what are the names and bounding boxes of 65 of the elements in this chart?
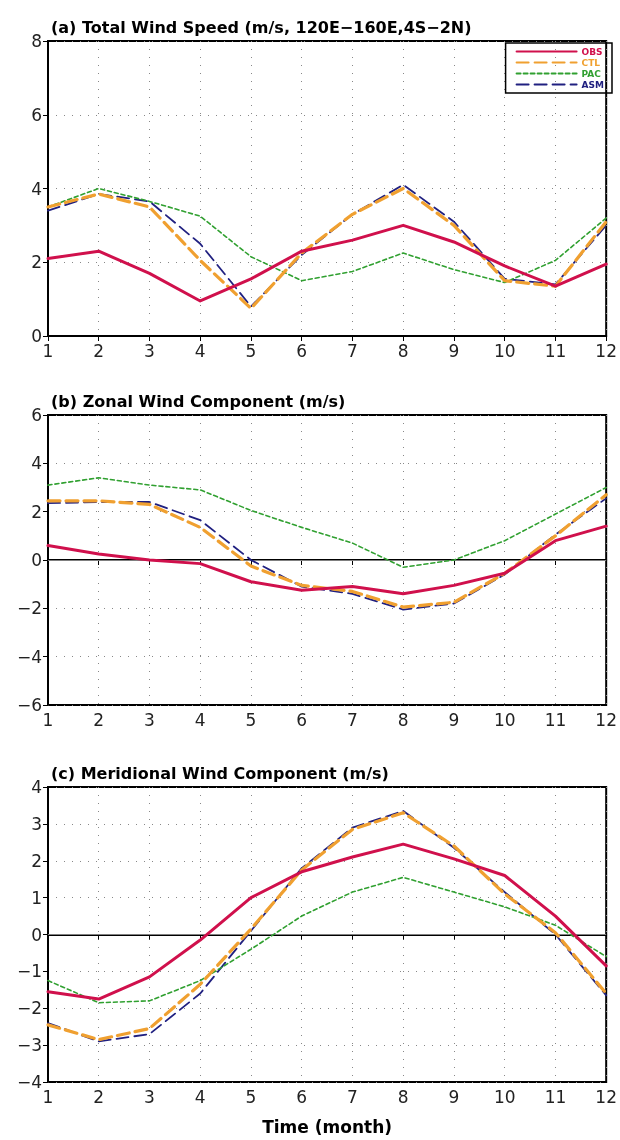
- x-tick-label: 2: [93, 340, 105, 361]
- x-tick-label: 6: [296, 709, 308, 730]
- text: PAC: [581, 68, 602, 79]
- x-tick-label: 11: [544, 709, 567, 730]
- y-tick-label: 0: [31, 326, 42, 346]
- y-tick-label: 4: [31, 453, 42, 474]
- y-tick-label: 3: [31, 813, 42, 834]
- y-tick-label: −1: [16, 961, 42, 982]
- line-series: [46, 842, 608, 1001]
- y-tick-label: 8: [31, 31, 42, 51]
- text: ASM: [581, 79, 605, 90]
- y-tick-label: −4: [16, 646, 42, 667]
- y-tick-label: −4: [16, 1072, 42, 1092]
- x-tick-label: 6: [296, 340, 308, 361]
- x-tick-label: 2: [93, 709, 105, 730]
- chart-title: (a) Total Wind Speed (m/s, 120E−160E,4S−2N): [51, 17, 472, 37]
- x-tick-label: 3: [144, 709, 155, 730]
- x-tick-label: 4: [194, 340, 206, 361]
- x-tick-label: 7: [347, 1086, 358, 1107]
- x-tick-label: 10: [493, 1086, 516, 1107]
- x-tick-label: 11: [544, 1086, 567, 1107]
- y-tick-label: −2: [16, 598, 42, 619]
- text: OBS: [581, 46, 603, 57]
- x-tick-label: 6: [296, 1086, 308, 1107]
- chart-title: (c) Meridional Wind Component (m/s): [51, 763, 389, 783]
- x-tick-label: 10: [493, 709, 516, 730]
- y-tick-label: −2: [16, 998, 42, 1019]
- y-tick-label: 2: [31, 252, 42, 273]
- chart-title: (b) Zonal Wind Component (m/s): [51, 391, 346, 411]
- x-tick-label: 9: [448, 340, 460, 361]
- y-tick-label: 4: [31, 178, 42, 199]
- x-tick-label: 12: [595, 709, 617, 730]
- x-tick-label: 5: [245, 340, 257, 361]
- x-tick-label: 4: [194, 1086, 206, 1107]
- x-tick-label: 9: [448, 1086, 460, 1107]
- x-tick-label: 8: [397, 1086, 409, 1107]
- y-tick-label: 6: [31, 405, 42, 425]
- text: CTL: [581, 57, 601, 68]
- y-tick-label: 1: [31, 887, 42, 908]
- x-tick-label: 8: [397, 709, 409, 730]
- x-tick-label: 5: [245, 1086, 257, 1107]
- x-axis-title: Time (month): [262, 1116, 393, 1137]
- x-tick-label: 7: [347, 340, 358, 361]
- x-tick-label: 12: [595, 1086, 617, 1107]
- y-tick-label: 2: [31, 850, 42, 871]
- y-tick-label: 0: [31, 550, 42, 570]
- y-tick-label: −6: [16, 695, 42, 715]
- y-tick-label: −3: [16, 1035, 42, 1056]
- x-tick-label: 12: [595, 340, 617, 361]
- x-tick-label: 3: [144, 1086, 155, 1107]
- y-tick-label: 6: [31, 104, 42, 125]
- y-tick-label: 0: [31, 924, 42, 945]
- y-tick-label: 2: [31, 501, 42, 522]
- line-series: [46, 223, 608, 303]
- x-tick-label: 10: [493, 340, 516, 361]
- x-tick-label: 3: [144, 340, 155, 361]
- y-tick-label: 4: [31, 777, 42, 797]
- x-tick-label: 5: [245, 709, 257, 730]
- line-series: [46, 524, 608, 596]
- x-tick-label: 2: [93, 1086, 105, 1107]
- x-tick-label: 11: [544, 340, 567, 361]
- x-tick-label: 4: [194, 709, 206, 730]
- x-tick-label: 8: [397, 340, 409, 361]
- x-tick-label: 7: [347, 709, 358, 730]
- x-tick-label: 9: [448, 709, 460, 730]
